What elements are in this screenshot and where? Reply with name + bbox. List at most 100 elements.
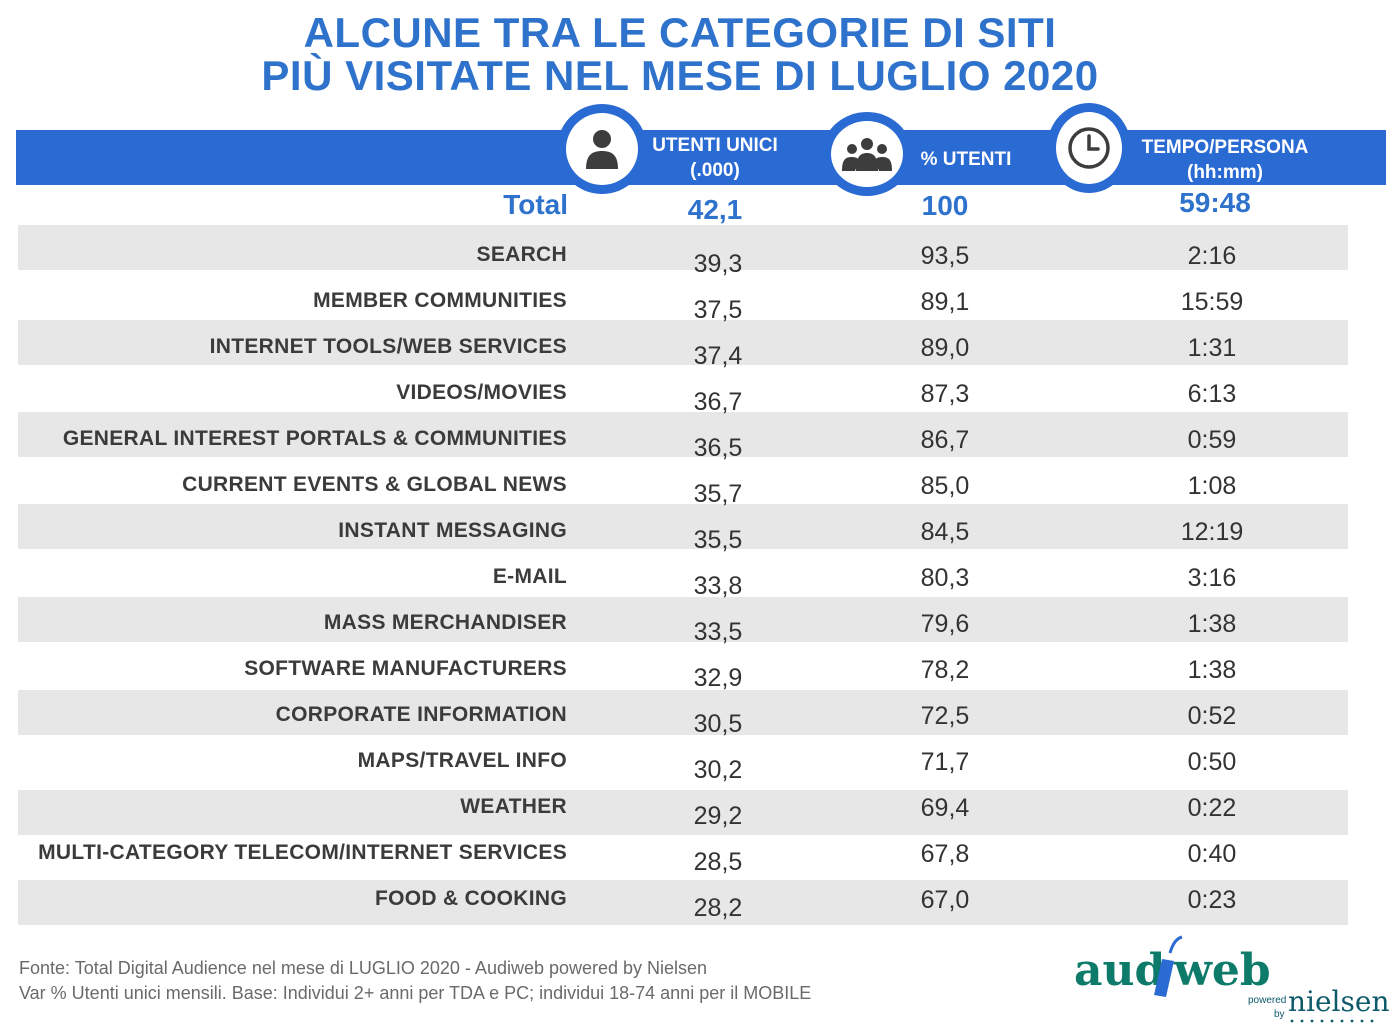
row-percent: 80,3	[920, 564, 970, 592]
table-row: SEARCH 39,3 93,5 2:16	[0, 227, 1400, 278]
svg-text:by: by	[1274, 1009, 1285, 1020]
row-stripe	[18, 597, 1348, 642]
row-utenti: 28,5	[693, 848, 743, 876]
row-label: CURRENT EVENTS & GLOBAL NEWS	[182, 473, 567, 496]
row-percent: 84,5	[920, 518, 970, 546]
row-utenti: 39,3	[693, 250, 743, 278]
row-label: SEARCH	[476, 243, 567, 266]
svg-text:aud: aud	[1074, 945, 1165, 996]
row-label: FOOD & COOKING	[374, 887, 567, 910]
table-row: INTERNET TOOLS/WEB SERVICES 37,4 89,0 1:…	[0, 319, 1400, 370]
group-icon	[842, 138, 892, 171]
row-percent: 85,0	[920, 472, 970, 500]
row-utenti: 32,9	[693, 664, 743, 692]
row-stripe	[18, 880, 1348, 925]
row-stripe	[18, 412, 1348, 457]
row-label: E-MAIL	[492, 565, 567, 588]
table-row: GENERAL INTEREST PORTALS & COMMUNITIES 3…	[0, 411, 1400, 462]
row-label: MAPS/TRAVEL INFO	[357, 749, 567, 772]
row-label: GENERAL INTEREST PORTALS & COMMUNITIES	[62, 427, 567, 450]
table-row: INSTANT MESSAGING 35,5 84,5 12:19	[0, 503, 1400, 554]
row-tempo: 1:38	[1187, 656, 1237, 684]
row-tempo: 15:59	[1180, 288, 1244, 316]
row-utenti: 35,7	[693, 480, 743, 508]
person-icon	[586, 130, 618, 169]
svg-text:web: web	[1173, 945, 1271, 996]
table-row: FOOD & COOKING 28,2 67,0 0:23	[0, 871, 1400, 922]
row-percent: 67,0	[920, 886, 970, 914]
row-tempo: 3:16	[1187, 564, 1237, 592]
clock-icon	[1068, 127, 1110, 169]
row-percent: 72,5	[920, 702, 970, 730]
row-percent: 79,6	[920, 610, 970, 638]
row-tempo: 6:13	[1187, 380, 1237, 408]
header-icon-circle	[557, 104, 647, 194]
row-percent: 93,5	[920, 242, 970, 270]
row-label: SOFTWARE MANUFACTURERS	[244, 657, 567, 680]
row-utenti: 37,5	[693, 296, 743, 324]
row-tempo: 0:23	[1187, 886, 1237, 914]
table-row: MAPS/TRAVEL INFO 30,2 71,7 0:50	[0, 733, 1400, 784]
row-tempo: 0:22	[1187, 794, 1237, 822]
row-tempo: 1:31	[1187, 334, 1237, 362]
row-percent: 89,1	[920, 288, 970, 316]
footer-note: Var % Utenti unici mensili. Base: Indivi…	[19, 983, 812, 1003]
row-label: CORPORATE INFORMATION	[275, 703, 567, 726]
row-percent: 69,4	[920, 794, 970, 822]
column-header-tempo: TEMPO/PERSONA (hh:mm)	[1130, 135, 1320, 185]
row-label: INTERNET TOOLS/WEB SERVICES	[209, 335, 567, 358]
row-percent: 86,7	[920, 426, 970, 454]
row-tempo: 0:40	[1187, 840, 1237, 868]
column-header-utenti-label: UTENTI UNICI	[652, 135, 778, 156]
table-row: CORPORATE INFORMATION 30,5 72,5 0:52	[0, 687, 1400, 738]
row-utenti: 30,2	[693, 756, 743, 784]
row-stripe	[18, 225, 1348, 270]
table-row: SOFTWARE MANUFACTURERS 32,9 78,2 1:38	[0, 641, 1400, 692]
row-utenti: 36,7	[693, 388, 743, 416]
header-icon-circle	[822, 112, 912, 196]
table-row: E-MAIL 33,8 80,3 3:16	[0, 549, 1400, 600]
column-header-tempo-unit: (hh:mm)	[1187, 162, 1263, 183]
column-header-utenti: UTENTI UNICI (.000)	[640, 133, 790, 183]
row-utenti: 37,4	[693, 342, 743, 370]
row-percent: 67,8	[920, 840, 970, 868]
svg-text:nielsen: nielsen	[1288, 985, 1390, 1018]
table-row: CURRENT EVENTS & GLOBAL NEWS 35,7 85,0 1…	[0, 457, 1400, 508]
table-row: MASS MERCHANDISER 33,5 79,6 1:38	[0, 595, 1400, 646]
row-stripe	[18, 504, 1348, 549]
row-label: MEMBER COMMUNITIES	[313, 289, 567, 312]
svg-text:powered: powered	[1248, 995, 1286, 1006]
table-row: MEMBER COMMUNITIES 37,5 89,1 15:59	[0, 273, 1400, 324]
row-stripe	[18, 690, 1348, 735]
row-utenti: 28,2	[693, 894, 743, 922]
row-tempo: 2:16	[1187, 242, 1237, 270]
page-subtitle: PIÙ VISITATE NEL MESE DI LUGLIO 2020	[261, 52, 1099, 99]
row-percent: 71,7	[920, 748, 970, 776]
row-label: MULTI-CATEGORY TELECOM/INTERNET SERVICES	[38, 841, 567, 864]
total-label: Total	[503, 189, 568, 220]
row-utenti: 36,5	[693, 434, 743, 462]
row-tempo: 0:50	[1187, 748, 1237, 776]
total-utenti: 42,1	[687, 194, 743, 225]
audiweb-nielsen-logo: aud web powered by nielsen	[1074, 935, 1390, 1023]
column-header-utenti-unit: (.000)	[690, 160, 740, 181]
table-row: WEATHER 29,2 69,4 0:22	[0, 779, 1400, 830]
total-tempo: 59:48	[1179, 187, 1251, 218]
row-tempo: 1:08	[1187, 472, 1237, 500]
row-label: MASS MERCHANDISER	[323, 611, 567, 634]
row-utenti: 33,5	[693, 618, 743, 646]
row-tempo: 1:38	[1187, 610, 1237, 638]
column-header-tempo-label: TEMPO/PERSONA	[1141, 137, 1309, 158]
row-stripe	[18, 790, 1348, 835]
footer-source: Fonte: Total Digital Audience nel mese d…	[19, 958, 708, 978]
row-utenti: 33,8	[693, 572, 743, 600]
header-icon-circle	[1047, 103, 1131, 193]
row-percent: 78,2	[920, 656, 970, 684]
table-row: MULTI-CATEGORY TELECOM/INTERNET SERVICES…	[0, 825, 1400, 876]
header-bar	[16, 130, 1386, 185]
row-stripe	[18, 320, 1348, 365]
row-label: VIDEOS/MOVIES	[396, 381, 567, 404]
row-tempo: 12:19	[1180, 518, 1244, 546]
row-utenti: 29,2	[693, 802, 743, 830]
row-tempo: 0:59	[1187, 426, 1237, 454]
